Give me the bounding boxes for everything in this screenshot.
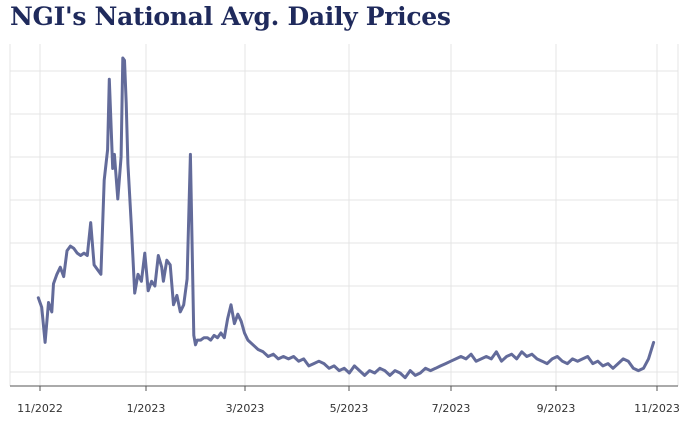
- x-tick-labels: 11/2022 1/2023 3/2023 5/2023 7/2023 9/2023 11/…: [17, 402, 680, 415]
- x-tick-label: 9/2023: [537, 402, 576, 415]
- x-tick-label: 5/2023: [330, 402, 369, 415]
- x-tick-label: 11/2023: [634, 402, 680, 415]
- series-line: [36, 56, 656, 380]
- x-axis: [10, 385, 678, 391]
- x-tick-label: 11/2022: [17, 402, 63, 415]
- x-tick-label: 7/2023: [432, 402, 471, 415]
- x-tick-label: 3/2023: [226, 402, 265, 415]
- chart-title: NGI's National Avg. Daily Prices: [10, 2, 451, 31]
- x-tick-label: 1/2023: [127, 402, 166, 415]
